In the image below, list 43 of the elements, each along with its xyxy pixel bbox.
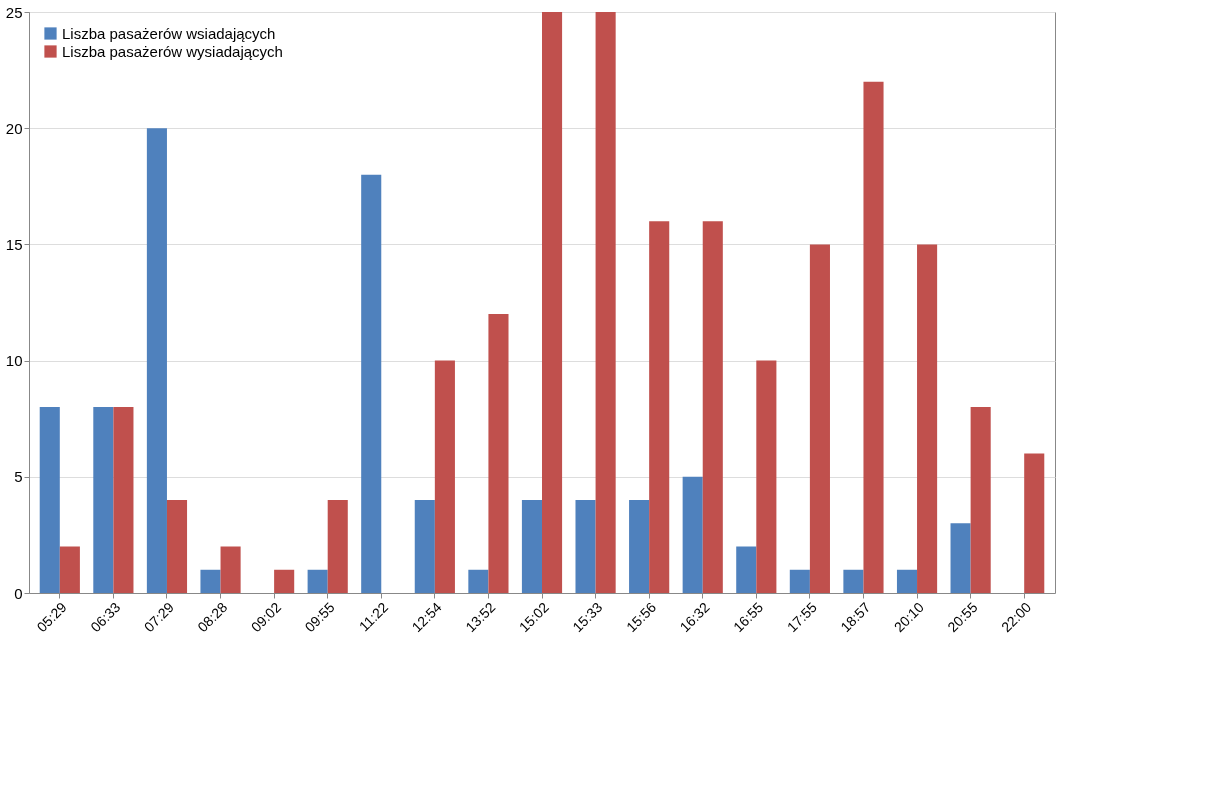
bar <box>521 500 542 593</box>
bar <box>789 569 810 593</box>
bar <box>39 407 60 593</box>
y-tick-label: 20 <box>5 119 23 137</box>
bar <box>434 360 455 593</box>
bar <box>736 546 757 593</box>
bar <box>896 569 918 593</box>
bar <box>682 476 703 593</box>
bar <box>575 500 596 593</box>
bar <box>327 500 348 593</box>
bar <box>970 407 991 593</box>
y-tick-label: 15 <box>5 235 23 253</box>
bar <box>702 221 723 593</box>
bar <box>361 174 382 593</box>
bar <box>542 12 563 593</box>
bar <box>488 314 509 593</box>
y-tick-label: 25 <box>5 3 23 21</box>
bar <box>200 569 221 593</box>
legend-label: Liszba pasażerów wsiadających <box>62 24 276 42</box>
bar <box>1024 453 1045 593</box>
bar <box>863 81 884 593</box>
bar <box>843 569 864 593</box>
bar <box>166 500 188 593</box>
bar <box>307 569 328 593</box>
bar <box>113 407 134 593</box>
bar <box>950 523 971 593</box>
y-tick-label: 10 <box>5 352 23 370</box>
bar <box>59 546 80 593</box>
bar <box>220 546 241 593</box>
bar <box>756 360 777 593</box>
bar <box>414 500 435 593</box>
y-tick-label: 5 <box>14 468 23 486</box>
bar <box>274 569 295 593</box>
legend-label: Liszba pasażerów wysiadających <box>62 42 283 60</box>
bar <box>629 500 650 593</box>
bar <box>595 12 616 593</box>
y-tick-label: 0 <box>14 584 23 602</box>
bar <box>93 407 114 593</box>
bar <box>809 244 830 593</box>
bar <box>468 569 489 593</box>
bar <box>649 221 670 593</box>
bar <box>146 128 167 593</box>
bar <box>917 244 938 593</box>
